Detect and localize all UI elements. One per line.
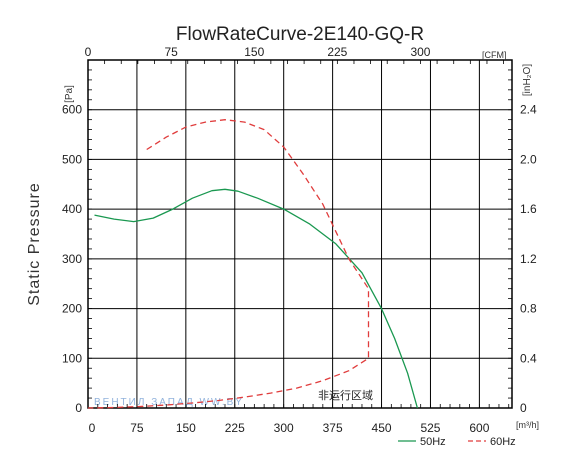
chart-title: FlowRateCurve-2E140-GQ-R: [176, 24, 424, 45]
y-tick-label: 300: [62, 252, 82, 266]
y2-tick-label: 0.4: [520, 351, 537, 365]
y2-tick-label: 1.6: [520, 202, 537, 216]
series-line-60hz: [87, 119, 370, 409]
x-tick-label: 450: [372, 421, 392, 435]
legend: 50Hz 60Hz: [398, 436, 516, 448]
x2-tick-label: 300: [410, 45, 430, 59]
series-layer: [87, 119, 419, 409]
x2-axis-unit: [CFM]: [482, 50, 507, 60]
y-tick-label: 0: [75, 401, 82, 415]
y-tick-label: 600: [62, 103, 82, 117]
y-tick-label: 400: [62, 202, 82, 216]
y-tick-label: 500: [62, 152, 82, 166]
x2-tick-label: 150: [244, 45, 264, 59]
y2-tick-label: 1.2: [520, 252, 537, 266]
y2-tick-label: 2.0: [520, 152, 537, 166]
y2-tick-label: 0.8: [520, 302, 537, 316]
x-tick-label: 75: [130, 421, 144, 435]
y-axis-unit: [Pa]: [64, 85, 75, 103]
x2-tick-label: 75: [164, 45, 178, 59]
x-tick-label: 0: [89, 421, 96, 435]
plot-frame: [87, 59, 513, 409]
x2-tick-label: 225: [327, 45, 347, 59]
y-tick-label: 100: [62, 351, 82, 365]
watermark-layer: ВЕНТИЛ ЗАПАД WW.BY: [94, 397, 244, 408]
y-tick-label: 200: [62, 302, 82, 316]
tick-layer: 0 75 150 225 300 375 450 525 600 0 100 200 300 400 500…: [62, 45, 537, 435]
x2-tick-label: 0: [85, 45, 92, 59]
x-tick-label: 600: [469, 421, 489, 435]
x-tick-label: 525: [420, 421, 440, 435]
series-line-50hz: [94, 188, 419, 409]
x-tick-label: 225: [225, 421, 245, 435]
x-tick-label: 375: [323, 421, 343, 435]
legend-label-50hz: 50Hz: [420, 436, 446, 448]
x-tick-label: 150: [176, 421, 196, 435]
x-tick-label: 300: [274, 421, 294, 435]
grid-layer: [88, 60, 512, 408]
operating-region-annotation: 非运行区域: [318, 389, 373, 402]
watermark-text: ВЕНТИЛ ЗАПАД WW.BY: [94, 397, 244, 408]
y2-tick-label: 2.4: [520, 103, 537, 117]
y2-tick-label: 0: [520, 401, 527, 415]
x-axis-unit: [m³/h]: [516, 420, 539, 430]
y-axis-label: Static Pressure: [26, 182, 43, 305]
y2-axis-unit: [inH₂O]: [522, 64, 533, 96]
legend-label-60hz: 60Hz: [490, 436, 516, 448]
